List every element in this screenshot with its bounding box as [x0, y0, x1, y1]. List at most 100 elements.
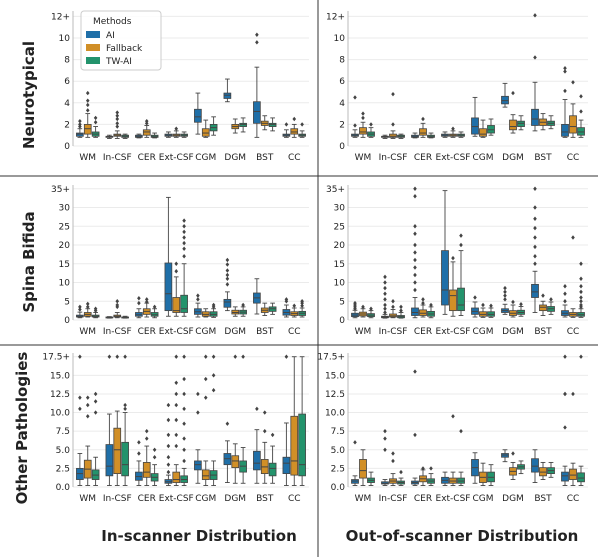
outlier-point [413, 369, 417, 374]
x-tick-label: CER [414, 494, 432, 504]
box-ai [76, 132, 84, 137]
x-tick-label: Ext-CSF [436, 153, 471, 163]
box-tw-ai [457, 287, 465, 312]
outlier-point [511, 451, 515, 456]
y-tick-label: 35+ [326, 185, 345, 195]
outlier-point [459, 242, 463, 248]
x-tick-label: WM [79, 494, 96, 504]
outlier-point [361, 304, 365, 310]
x-tick-label: CC [288, 494, 301, 504]
outlier-point [579, 299, 583, 304]
outlier-point [85, 90, 90, 96]
x-tick-label: WM [355, 494, 372, 504]
outlier-point [391, 299, 395, 304]
outlier-point [383, 306, 387, 311]
col-title-in-scanner: In-scanner Distribution [101, 527, 297, 545]
box-ai [531, 458, 539, 473]
x-tick-label: BST [534, 153, 552, 163]
x-tick-label: CC [288, 153, 301, 163]
outlier-point [144, 428, 149, 434]
outlier-point [137, 451, 141, 456]
box-fallback [359, 127, 367, 135]
box-ai [441, 250, 449, 306]
outlier-point [533, 244, 537, 250]
outlier-point [503, 293, 507, 298]
outlier-point [78, 406, 82, 412]
outlier-point [413, 265, 417, 270]
box-fallback [201, 469, 210, 480]
outlier-point [85, 102, 90, 108]
outlier-point [85, 301, 90, 307]
outlier-point [579, 261, 583, 266]
box-fallback [569, 468, 577, 480]
y-tick-label: 35+ [51, 185, 70, 195]
outlier-point [174, 269, 179, 274]
x-tick-label: BST [256, 327, 274, 337]
box-tw-ai [577, 472, 585, 483]
y-tick-label: 10.0 [325, 409, 345, 419]
outlier-point [144, 118, 149, 124]
box-fallback [569, 115, 577, 134]
outlier-point [541, 293, 545, 298]
y-tick-label: 17.5+ [42, 353, 70, 363]
outlier-point [262, 410, 267, 415]
panel-spina-bifida-out-of-scanner: 0 5 10 15 20 25 30 35+ WM In-CSF CER Ext-CSF CGM DGM B… [326, 185, 588, 337]
x-tick-label: DGM [502, 153, 524, 163]
outlier-point [137, 300, 141, 306]
outlier-point [182, 421, 186, 426]
y-tick-label: 10 [59, 279, 71, 289]
outlier-point [152, 455, 157, 460]
box-ai [253, 101, 261, 124]
x-tick-label: CGM [195, 153, 216, 163]
outlier-point [78, 307, 82, 312]
outlier-point [563, 291, 567, 296]
box-ai [531, 108, 539, 126]
outlier-point [196, 297, 200, 302]
x-tick-label: CER [414, 153, 432, 163]
x-tick-label: CC [567, 153, 580, 163]
outlier-point [459, 233, 463, 238]
x-tick-label: BST [534, 494, 552, 504]
x-tick-label: DGM [224, 327, 246, 337]
y-tick-label: 5 [339, 297, 345, 307]
outlier-point [144, 297, 149, 302]
outlier-point [399, 469, 403, 475]
outlier-point [533, 235, 537, 240]
y-tick-label: 0 [339, 316, 345, 326]
y-tick-label: 5.0 [331, 446, 346, 456]
outlier-point [383, 285, 387, 291]
box-ai [561, 471, 569, 482]
outlier-point [144, 436, 149, 441]
outlier-point [123, 354, 127, 359]
outlier-point [383, 447, 387, 452]
panel-other-pathologies-out-of-scanner: 0.0 2.5 5.0 7.5 10.0 12.5 15.0 17.5+ WM In-CSF CER… [317, 353, 588, 504]
outlier-point [182, 254, 186, 259]
outlier-point [211, 302, 216, 308]
outlier-point [353, 95, 357, 100]
outlier-point [196, 391, 200, 397]
y-tick-label: 10.0 [50, 409, 70, 419]
x-tick-label: CER [138, 494, 156, 504]
outlier-point [300, 303, 304, 308]
y-tick-label: 4 [64, 99, 70, 109]
box-fallback [419, 128, 427, 136]
box-ai [471, 117, 479, 135]
box-fallback [479, 128, 487, 137]
x-tick-label: CER [414, 327, 432, 337]
y-tick-label: 15 [59, 260, 70, 270]
outlier-point [182, 354, 186, 359]
box-ai [164, 262, 173, 312]
outlier-point [579, 289, 583, 295]
legend-title: Methods [93, 17, 132, 27]
legend-swatch-tw-ai [86, 57, 100, 64]
y-tick-label: 12.5 [50, 390, 70, 400]
outlier-point [353, 300, 357, 306]
outlier-point [107, 354, 112, 359]
outlier-point [353, 440, 357, 445]
outlier-point [166, 455, 171, 460]
y-tick-label: 30 [334, 204, 346, 214]
outlier-point [123, 406, 127, 412]
outlier-point [511, 299, 515, 305]
y-tick-label: 15.0 [50, 371, 70, 381]
